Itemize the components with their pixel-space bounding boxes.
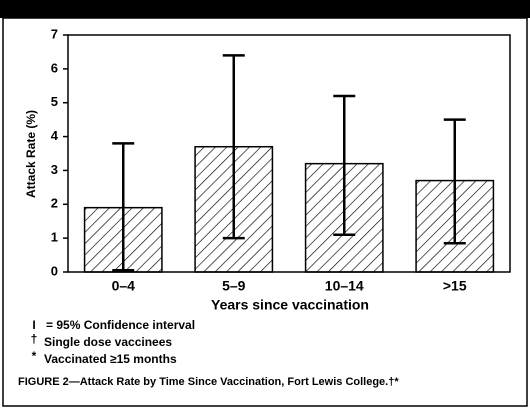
y-tick-label: 4: [51, 128, 59, 143]
y-tick-label: 7: [51, 26, 58, 41]
y-tick-label: 5: [51, 94, 58, 109]
plot-frame: [67, 34, 511, 273]
y-tick-label: 3: [51, 162, 58, 177]
y-axis-label: Attack Rate (%): [24, 110, 38, 198]
y-tick-label: 2: [51, 196, 58, 211]
x-tick-label: 0–4: [112, 278, 136, 294]
note-text: Single dose vaccinees: [44, 335, 172, 349]
x-tick-label: 10–14: [325, 278, 364, 294]
x-axis-label: Years since vaccination: [211, 297, 369, 313]
y-tick-label: 6: [51, 60, 58, 75]
note-symbol: †: [31, 332, 38, 346]
note-text: Vaccinated ≥15 months: [44, 352, 177, 366]
caption: FIGURE 2—Attack Rate by Time Since Vacci…: [18, 376, 399, 388]
top-bar: [0, 0, 530, 18]
x-tick-label: 5–9: [222, 278, 246, 294]
note-text: = 95% Confidence interval: [46, 318, 195, 332]
note-symbol: *: [32, 349, 37, 363]
note-symbol: I: [32, 318, 35, 332]
y-tick-label: 1: [51, 230, 58, 245]
y-tick-label: 0: [51, 263, 58, 278]
frame: [2, 17, 528, 407]
x-tick-label: >15: [443, 278, 467, 294]
